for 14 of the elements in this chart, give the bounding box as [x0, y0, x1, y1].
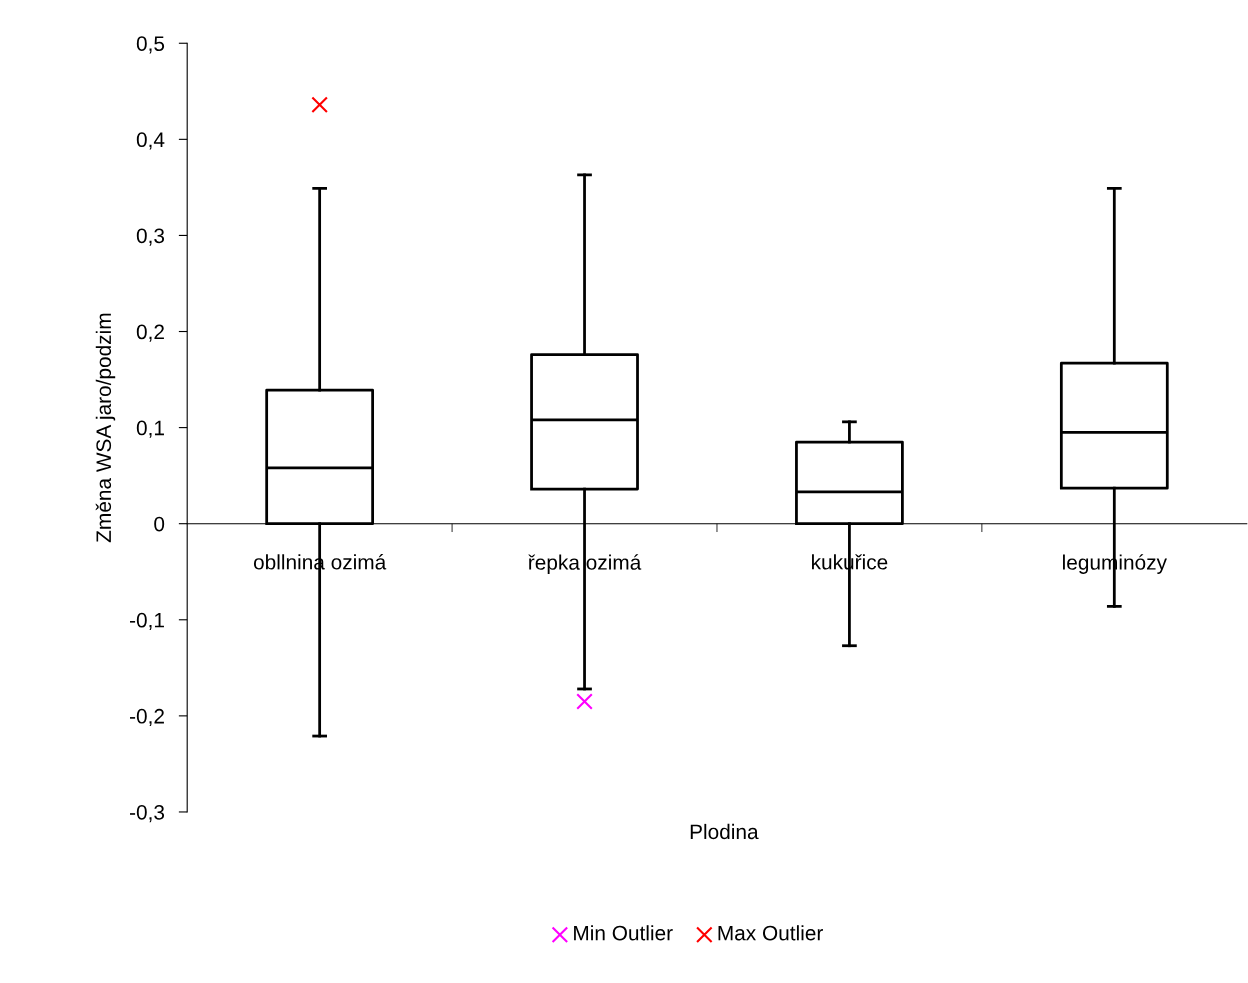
x-tick-label: řepka ozimá — [528, 554, 642, 574]
y-axis-title: Změna WSA jaro/podzim — [95, 313, 116, 543]
y-tick-label: -0,2 — [130, 708, 164, 727]
legend-label: Min Outlier — [574, 925, 673, 941]
y-tick-label: -0,3 — [130, 804, 165, 823]
y-tick-label: 0 — [154, 516, 165, 532]
legend-label: Max Outlier — [718, 925, 823, 941]
y-tick-label: 0,1 — [136, 420, 164, 438]
y-tick-label: 0,5 — [136, 36, 165, 54]
y-tick-label: 0,2 — [136, 324, 164, 342]
y-tick-label: -0,1 — [130, 612, 164, 630]
y-tick-label: 0,4 — [136, 132, 165, 150]
y-tick-label: 0,3 — [136, 228, 165, 246]
x-axis-title: Plodina — [690, 823, 759, 840]
